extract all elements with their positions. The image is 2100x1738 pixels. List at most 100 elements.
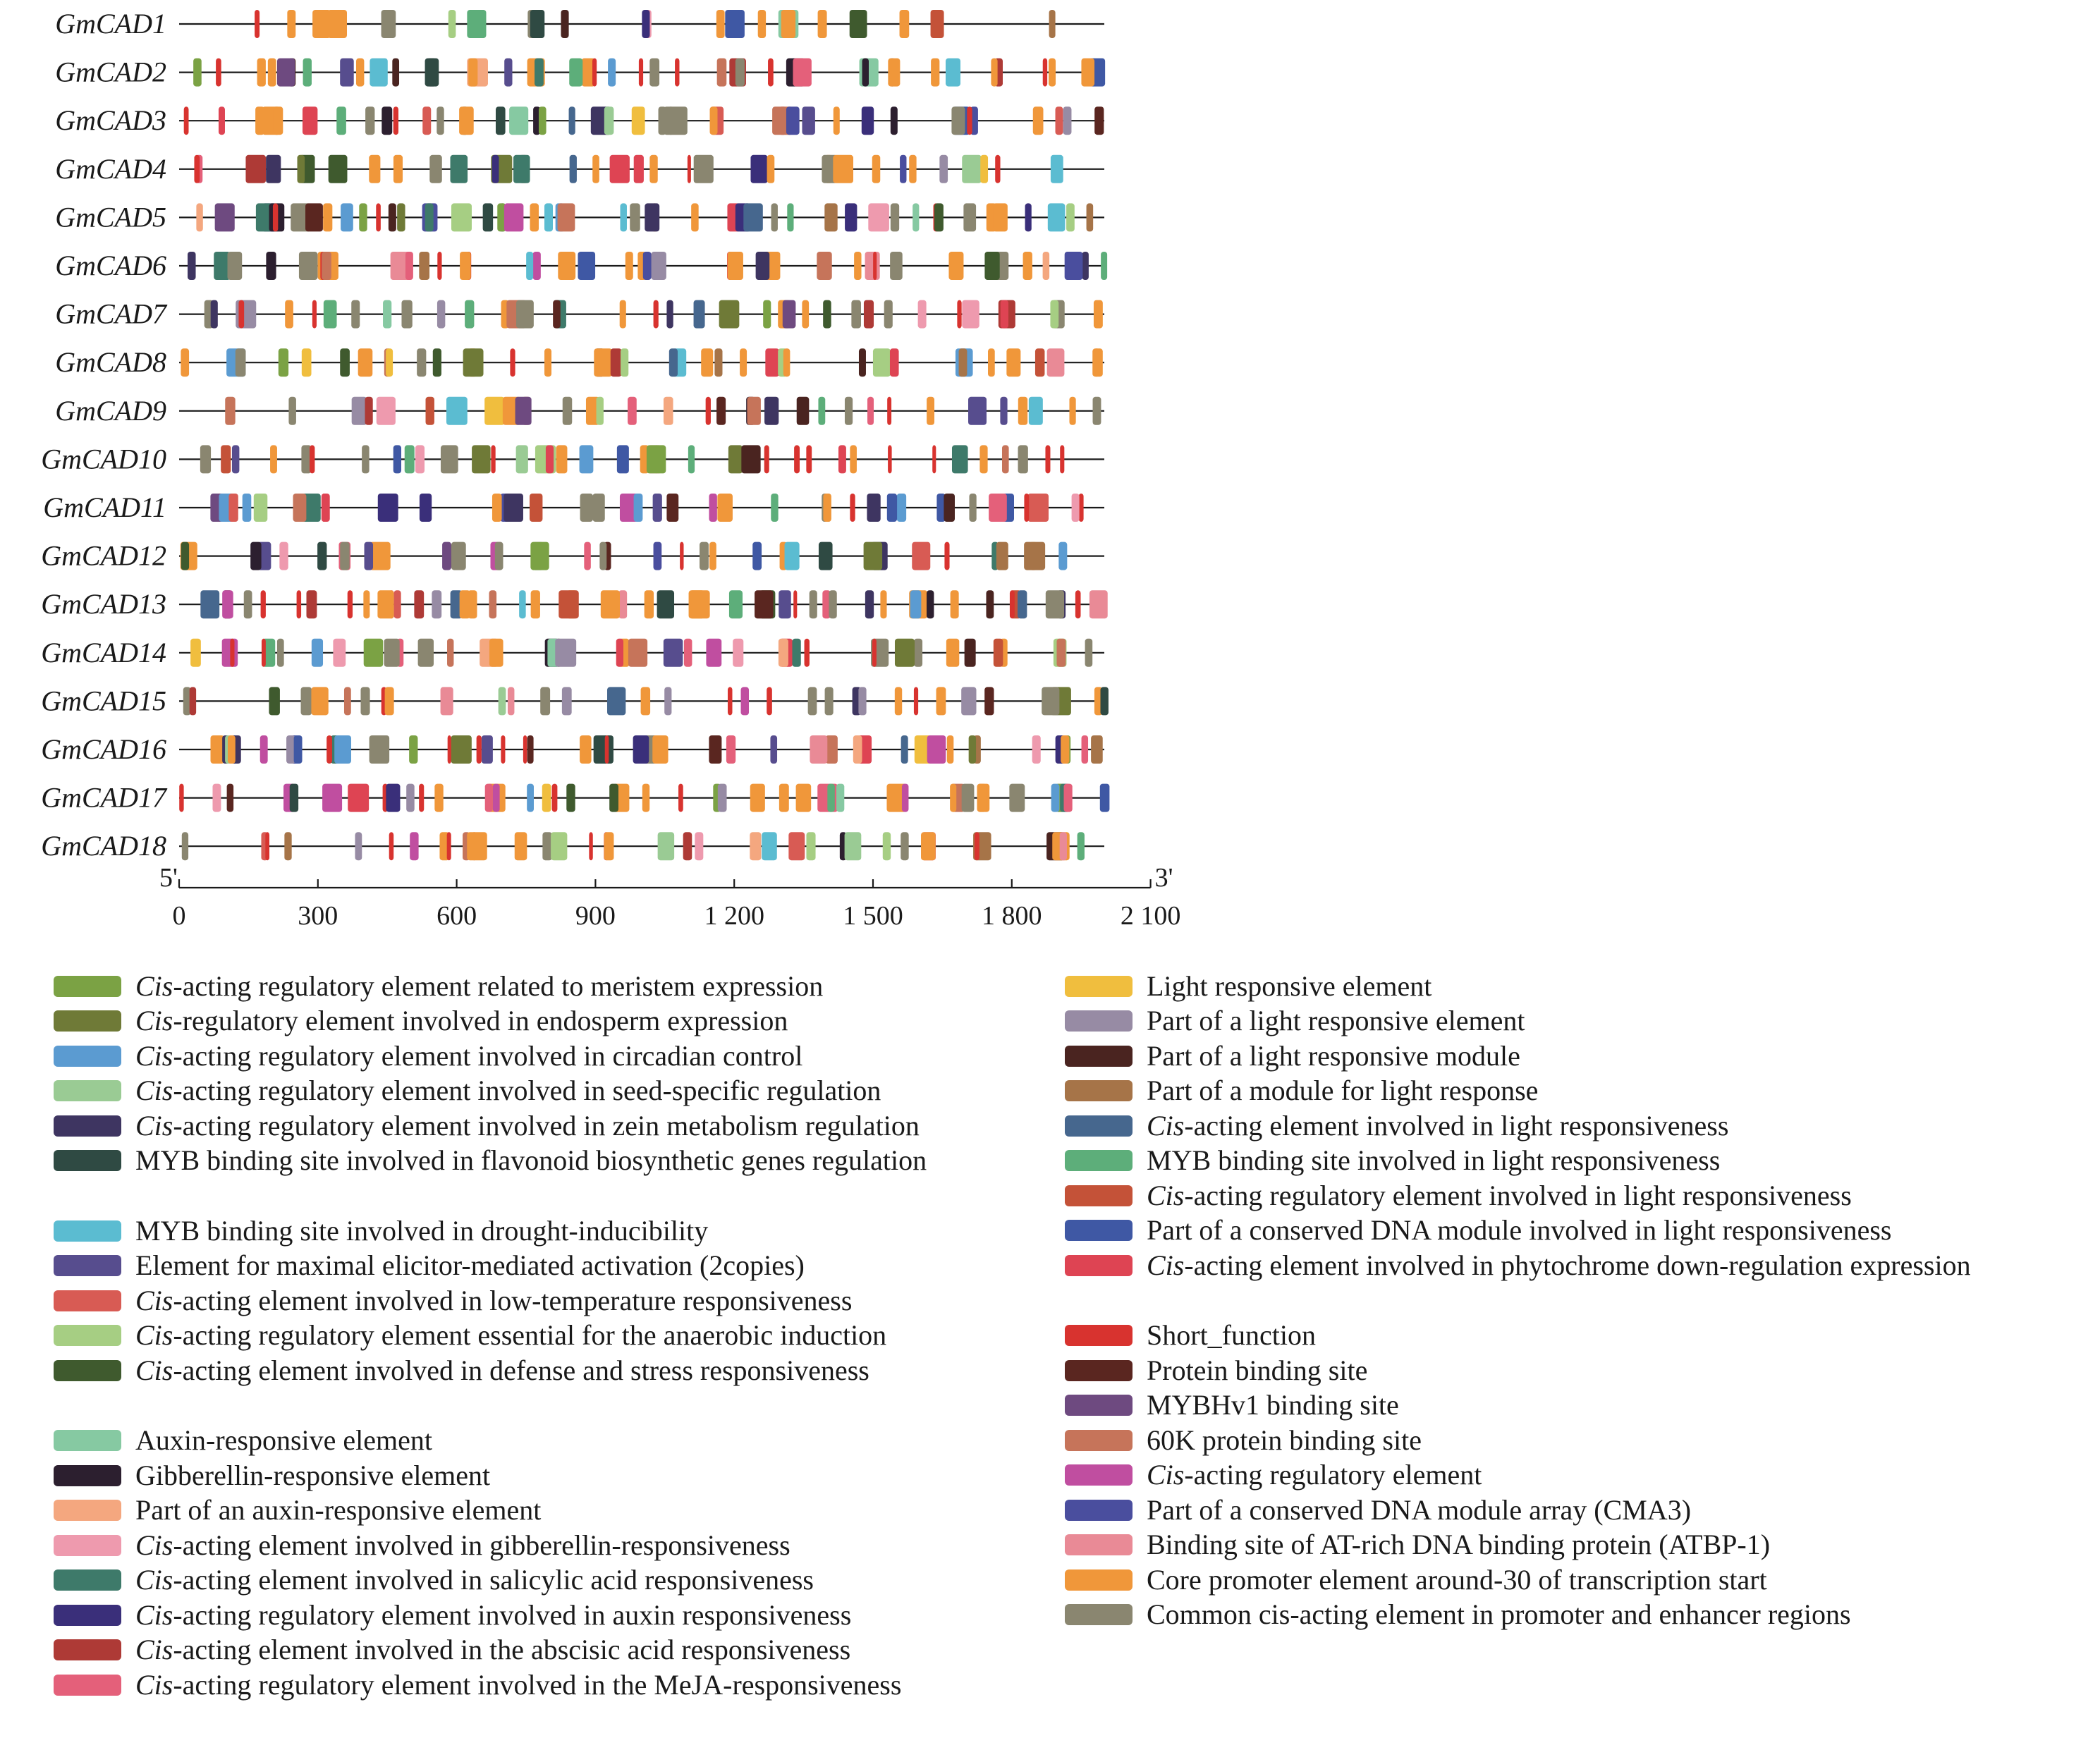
element-box — [969, 494, 977, 522]
element-box — [727, 687, 733, 716]
element-box — [489, 590, 497, 619]
element-box — [272, 203, 279, 232]
element-box — [397, 203, 405, 232]
element-box — [495, 106, 506, 135]
legend-label: MYB binding site involved in light respo… — [1147, 1144, 1721, 1177]
element-box — [589, 832, 593, 861]
element-box — [384, 687, 394, 716]
element-box — [901, 832, 909, 861]
legend-swatch — [54, 1150, 121, 1172]
element-box — [523, 735, 527, 764]
element-box — [1045, 590, 1065, 619]
gene-label: GmCAD8 — [55, 346, 166, 378]
element-box — [649, 154, 658, 183]
element-box — [921, 832, 936, 861]
element-box — [551, 832, 568, 861]
element-box — [628, 638, 648, 667]
legend-item: Cis-acting element involved in defense a… — [54, 1353, 927, 1388]
element-box — [755, 590, 774, 619]
element-box — [714, 348, 723, 377]
element-box — [530, 494, 543, 522]
legend-item: Core promoter element around-30 of trans… — [1065, 1562, 1971, 1598]
element-box — [833, 106, 840, 135]
element-box — [809, 590, 817, 619]
element-box — [355, 832, 362, 861]
element-box — [845, 203, 857, 232]
element-box — [867, 396, 874, 425]
legend-label: Cis-acting element involved in light res… — [1147, 1109, 1729, 1142]
element-box — [359, 203, 367, 232]
legend-label: Cis-acting element involved in defense a… — [135, 1354, 869, 1386]
legend-label: Cis-acting element involved in low-tempe… — [135, 1284, 853, 1316]
legend-swatch — [54, 1604, 121, 1626]
legend-label: Binding site of AT-rich DNA binding prot… — [1147, 1529, 1771, 1561]
gene-label: GmCAD14 — [41, 637, 166, 668]
element-box — [432, 590, 442, 619]
element-box — [961, 783, 975, 812]
element-box — [561, 687, 572, 716]
element-box — [1091, 735, 1103, 764]
element-box — [533, 106, 541, 135]
legend-label: Gibberellin-responsive element — [135, 1459, 491, 1491]
element-box — [1092, 348, 1100, 377]
legend-group: Cis-acting regulatory element related to… — [54, 969, 927, 1178]
element-box — [1050, 154, 1063, 183]
legend-label: Part of a light responsive module — [1147, 1039, 1520, 1072]
element-box — [1024, 494, 1030, 522]
legend-swatch — [1065, 1010, 1133, 1032]
element-box — [735, 58, 745, 87]
element-box — [755, 252, 770, 280]
element-box — [633, 494, 643, 522]
element-box — [326, 735, 332, 764]
element-box — [750, 783, 765, 812]
element-box — [351, 396, 367, 425]
legend-swatch — [54, 975, 121, 997]
element-box — [393, 445, 402, 474]
element-box — [716, 10, 725, 38]
element-box — [1017, 590, 1027, 619]
element-box — [621, 348, 629, 377]
element-box — [750, 832, 762, 861]
element-box — [619, 494, 638, 522]
element-box — [526, 252, 534, 280]
element-box — [823, 494, 831, 522]
element-box — [340, 541, 350, 570]
element-box — [1093, 300, 1103, 329]
legend-swatch — [54, 1080, 121, 1102]
element-box — [890, 252, 903, 280]
element-box — [278, 348, 289, 377]
element-box — [657, 832, 675, 861]
element-box — [747, 396, 761, 425]
legend-label: Common cis-acting element in promoter an… — [1147, 1598, 1851, 1631]
element-box — [530, 541, 549, 570]
element-box — [861, 106, 874, 135]
legend-label: Cis-acting element involved in the absci… — [135, 1634, 851, 1666]
element-box — [642, 783, 650, 812]
element-box — [542, 832, 553, 861]
element-box — [604, 735, 609, 764]
element-box — [1049, 10, 1056, 38]
element-box — [833, 154, 854, 183]
element-box — [1064, 252, 1083, 280]
x-tick-label: 1 500 — [843, 901, 903, 931]
legend-label: Protein binding site — [1147, 1354, 1368, 1386]
element-box — [646, 445, 666, 474]
element-box — [740, 687, 750, 716]
element-box — [389, 832, 394, 861]
legend-label: 60K protein binding site — [1147, 1424, 1422, 1456]
element-box — [951, 106, 965, 135]
element-box — [740, 348, 747, 377]
element-box — [850, 494, 855, 522]
element-box — [950, 783, 957, 812]
element-box — [306, 590, 317, 619]
element-box — [388, 203, 396, 232]
element-box — [432, 348, 441, 377]
element-box — [440, 687, 453, 716]
element-box — [862, 58, 869, 87]
element-box — [519, 590, 526, 619]
element-box — [269, 687, 280, 716]
element-box — [854, 252, 862, 280]
legend-swatch — [1065, 1150, 1133, 1172]
element-box — [1047, 203, 1066, 232]
element-box — [492, 783, 500, 812]
